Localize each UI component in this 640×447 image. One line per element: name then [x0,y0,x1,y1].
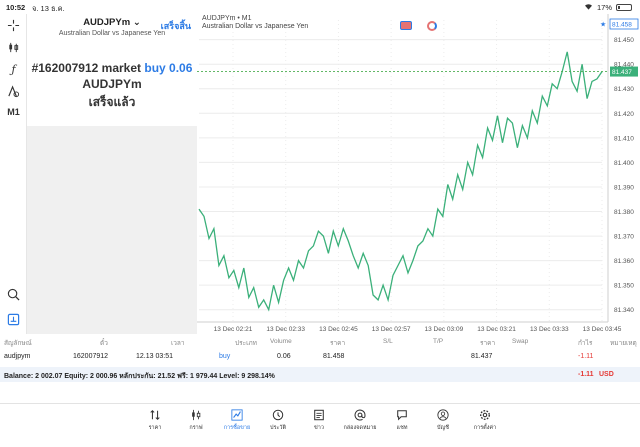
x-tick-label: 13 Dec 02:57 [372,326,411,333]
y-tick-label: 81.390 [614,184,634,191]
zoom-icon[interactable] [4,285,23,303]
tab-chart[interactable]: กราฟ [176,409,216,432]
battery-icon [616,4,632,11]
tab-chat[interactable]: แชท [382,409,422,432]
total-profit: -1.11 [578,371,594,378]
chat-icon [397,410,407,421]
current-price-tag [610,66,638,77]
chart-subtitle: Australian Dollar vs Japanese Yen [202,23,309,30]
chart-type-icon[interactable] [4,38,23,56]
symbol-description: Australian Dollar vs Japanese Yen [58,30,166,37]
mailbox-icon [354,409,366,421]
price-line-series [198,51,603,312]
x-tick-label: 13 Dec 03:21 [477,326,516,333]
account-icon [437,409,449,421]
y-tick-label: 81.380 [614,209,634,216]
status-bar: 10:52 จ. 13 ธ.ค. 17% [0,0,640,14]
col-current: ราคา [480,340,496,347]
y-tick-label: 81.450 [614,37,634,44]
col-tp: T/P [433,338,444,345]
bottom-tab-bar: ราคา กราฟ การซื้อขาย ประวัติ ข่าว กล่องจ… [0,403,640,447]
chevron-down-icon: ⌄ [132,17,141,28]
col-type: ประเภท [235,340,257,347]
y-tick-label: 81.400 [614,160,634,167]
y-tick-label: 81.350 [614,283,634,290]
y-tick-label: 81.430 [614,86,634,93]
col-price: ราคา [330,340,346,347]
col-time: เวลา [171,340,185,347]
order-summary: #162007912 market buy 0.06 [31,61,193,75]
indicators-icon[interactable]: ƒ [11,62,16,76]
y-tick-label: 81.410 [614,135,634,142]
col-sl: S/L [383,338,393,345]
signal-icon[interactable] [427,21,437,31]
y-tick-label: 81.370 [614,234,634,241]
col-volume: Volume [270,338,292,345]
col-swap: Swap [512,338,529,345]
x-tick-label: 13 Dec 03:45 [583,326,622,333]
tab-mailbox[interactable]: กล่องจดหมาย [340,409,380,432]
currency: USD [599,371,614,378]
symbol-selector[interactable]: AUDJPYm ⌄ [83,17,141,28]
x-tick-label: 13 Dec 02:33 [266,326,305,333]
wifi-icon [584,3,593,12]
x-tick-label: 13 Dec 02:21 [214,326,253,333]
x-tick-label: 13 Dec 02:45 [319,326,358,333]
tab-history[interactable]: ประวัติ [258,409,298,432]
status-date: จ. 13 ธ.ค. [32,4,65,13]
y-tick-label: 81.340 [614,307,634,314]
chart-title: AUDJPYm • M1 [202,15,252,22]
crosshair-icon[interactable] [4,16,23,34]
trade-icon [231,409,243,421]
y-tick-label: 81.440 [614,62,634,69]
order-status: เสร็จแล้ว [88,95,136,109]
positions-table-header: สัญลักษณ์ ตั๋ว เวลา ประเภท Volume ราคา S… [0,336,640,349]
one-click-trading-icon[interactable] [400,21,412,30]
objects-icon[interactable] [4,82,23,100]
tab-news[interactable]: ข่าว [299,409,339,432]
timeframe-button[interactable]: M1 [7,107,20,117]
settings-icon [480,410,490,420]
tab-settings[interactable]: การตั้งค่า [465,409,505,432]
table-row[interactable]: audjpym 162007912 12.13 03:51 buy 0.06 8… [4,353,594,360]
tab-account[interactable]: บัญชี [423,409,463,432]
news-icon [314,409,324,421]
balance-bar: Balance: 2 002.07 Equity: 2 000.96 หลักป… [0,367,640,382]
history-icon [272,409,284,421]
current-price-label: 81.437 [612,69,632,76]
tab-trade[interactable]: การซื้อขาย [217,409,257,432]
col-symbol: สัญลักษณ์ [4,340,32,347]
balance-text: Balance: 2 002.07 Equity: 2 000.96 หลักป… [4,373,275,380]
status-time: 10:52 [6,3,26,12]
done-button[interactable]: เสร็จสิ้น [160,21,191,31]
order-symbol: AUDJPYm [82,77,142,91]
x-tick-label: 13 Dec 03:33 [530,326,569,333]
y-tick-label: 81.420 [614,111,634,118]
chart-candles-icon [192,409,201,421]
quotes-icon [150,409,160,421]
col-ticket: ตั๋ว [100,340,108,347]
col-profit: กำไร [578,340,593,347]
open-price-label: 81.458 [612,22,632,29]
price-chart[interactable]: 81.450 81.440 81.430 81.420 81.410 81.400 81.3… [197,14,640,334]
open-price-tag [609,18,639,30]
y-tick-label: 81.360 [614,258,634,265]
battery-percent: 17% [596,3,612,12]
x-tick-label: 13 Dec 03:09 [425,326,464,333]
order-panel: AUDJPYm ⌄ Australian Dollar vs Japanese … [27,14,197,334]
left-toolbar: ƒ M1 [0,14,27,334]
chart-canvas[interactable]: 81.450 81.440 81.430 81.420 81.410 81.400 81.3… [197,14,640,334]
col-comment: หมายเหตุ [610,340,637,347]
star-icon: ★ [600,21,606,29]
tab-quotes[interactable]: ราคา [135,409,175,432]
order-panel-icon[interactable] [4,310,23,328]
